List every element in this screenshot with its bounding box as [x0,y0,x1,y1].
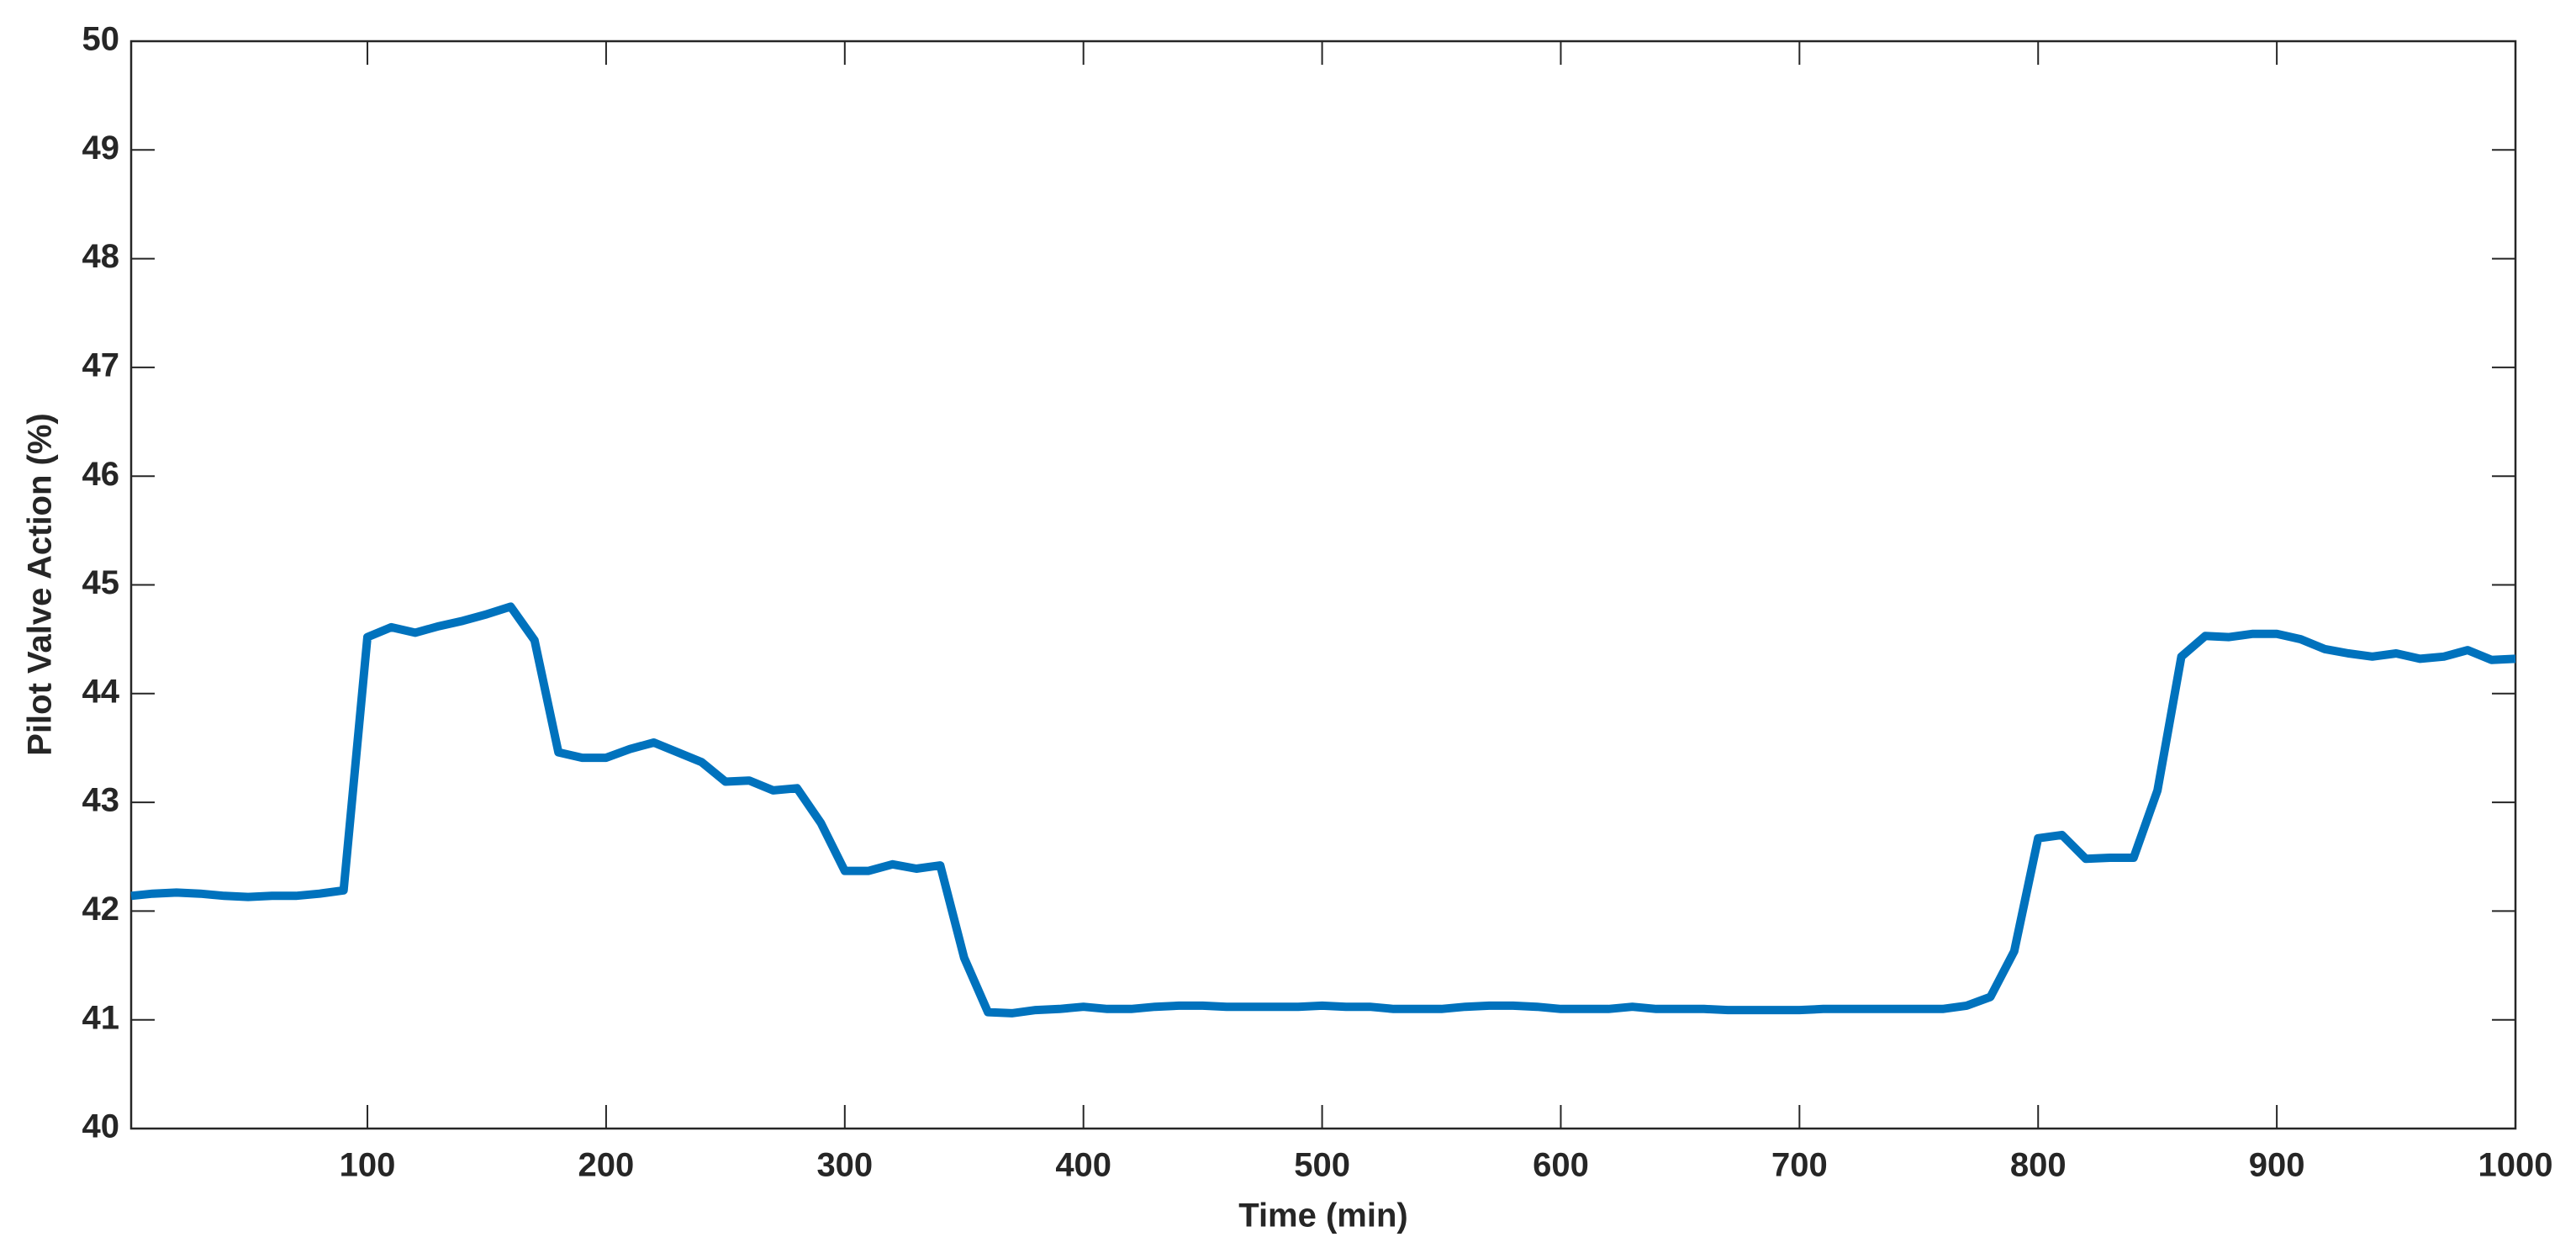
y-tick-label: 43 [82,782,120,819]
x-tick-label: 300 [816,1147,873,1184]
x-tick-label: 500 [1294,1147,1350,1184]
x-tick-label: 1000 [2478,1147,2553,1184]
y-tick-label: 40 [82,1108,120,1145]
x-axis-label: Time (min) [1238,1197,1408,1234]
y-tick-label: 50 [82,21,120,58]
y-tick-label: 45 [82,564,120,601]
y-tick-label: 47 [82,346,120,383]
data-line [130,602,2516,1018]
y-tick-label: 41 [82,999,120,1036]
x-tick-label: 800 [2010,1147,2067,1184]
x-tick-label: 100 [340,1147,396,1184]
x-tick-label: 200 [578,1147,635,1184]
x-tick-label: 700 [1771,1147,1828,1184]
plot-frame [129,40,2517,1130]
y-axis-label: Pilot Valve Action (%) [22,413,59,755]
y-tick-label: 46 [82,456,120,493]
y-tick-label: 44 [82,673,120,710]
x-tick-label: 400 [1055,1147,1111,1184]
y-tick-label: 42 [82,891,120,928]
y-tick-label: 48 [82,238,120,275]
y-tick-label: 49 [82,130,120,167]
x-tick-label: 600 [1533,1147,1589,1184]
x-tick-label: 900 [2249,1147,2305,1184]
